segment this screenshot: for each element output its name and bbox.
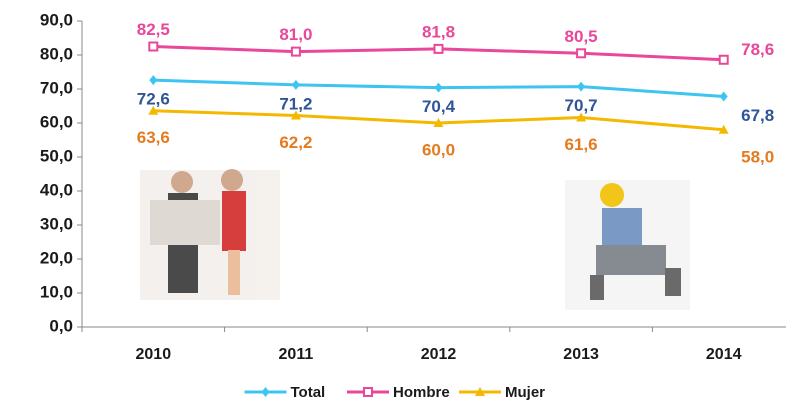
y-tick-label: 10,0 <box>40 282 73 301</box>
y-tick-label: 90,0 <box>40 10 73 29</box>
legend-marker <box>261 387 270 397</box>
marker <box>148 41 159 52</box>
marker <box>291 79 300 90</box>
data-label: 58,0 <box>741 147 774 166</box>
legend-marker <box>475 387 485 396</box>
legend-item: Mujer <box>459 384 545 401</box>
y-tick-label: 80,0 <box>40 44 73 63</box>
y-tick-label: 50,0 <box>40 146 73 165</box>
marker <box>149 75 158 86</box>
x-tick-label: 2012 <box>421 346 457 363</box>
data-label: 67,8 <box>741 106 774 125</box>
y-tick-label: 40,0 <box>40 180 73 199</box>
data-label: 62,2 <box>279 133 312 152</box>
legend-label: Hombre <box>393 384 450 401</box>
marker <box>434 82 443 93</box>
x-tick-label: 2013 <box>563 346 599 363</box>
data-label: 70,7 <box>565 96 598 115</box>
series: 63,6 62,2 60,0 61,6 58,0 <box>137 105 774 166</box>
legend-item: Hombre <box>347 384 450 401</box>
legend-item: Total <box>244 384 326 401</box>
marker <box>148 105 159 115</box>
y-tick-label: 20,0 <box>40 248 73 267</box>
y-tick-label: 30,0 <box>40 214 73 233</box>
legend-label: Mujer <box>505 384 545 401</box>
marker <box>576 112 587 122</box>
x-tick-label: 2010 <box>136 346 172 363</box>
series: 72,6 71,2 70,4 70,7 67,8 <box>137 75 774 125</box>
x-tick-label: 2014 <box>706 346 742 363</box>
marker <box>577 81 586 92</box>
y-tick-label: 0,0 <box>49 316 73 335</box>
marker <box>290 46 301 57</box>
data-label: 82,5 <box>137 20 170 39</box>
y-tick-label: 70,0 <box>40 78 73 97</box>
people-illustration <box>140 169 280 300</box>
data-label: 71,2 <box>279 94 312 113</box>
series: 82,5 81,0 81,8 80,5 78,6 <box>137 20 774 65</box>
legend-label: Total <box>291 384 326 401</box>
marker <box>576 48 587 59</box>
data-label: 72,6 <box>137 90 170 109</box>
data-label: 81,0 <box>279 25 312 44</box>
x-tick-label: 2011 <box>279 346 314 363</box>
worker-illustration <box>565 180 690 310</box>
legend-marker <box>363 387 373 397</box>
marker <box>719 91 728 102</box>
data-label: 63,6 <box>137 128 170 147</box>
data-label: 60,0 <box>422 140 455 159</box>
data-label: 70,4 <box>422 97 456 116</box>
marker <box>290 110 301 120</box>
data-label: 61,6 <box>565 135 598 154</box>
marker <box>718 54 729 65</box>
y-tick-label: 60,0 <box>40 112 73 131</box>
data-label: 81,8 <box>422 22 455 41</box>
marker <box>433 43 444 54</box>
marker <box>433 118 444 127</box>
data-label: 78,6 <box>741 40 774 59</box>
data-label: 80,5 <box>565 27 598 46</box>
marker <box>718 124 729 134</box>
